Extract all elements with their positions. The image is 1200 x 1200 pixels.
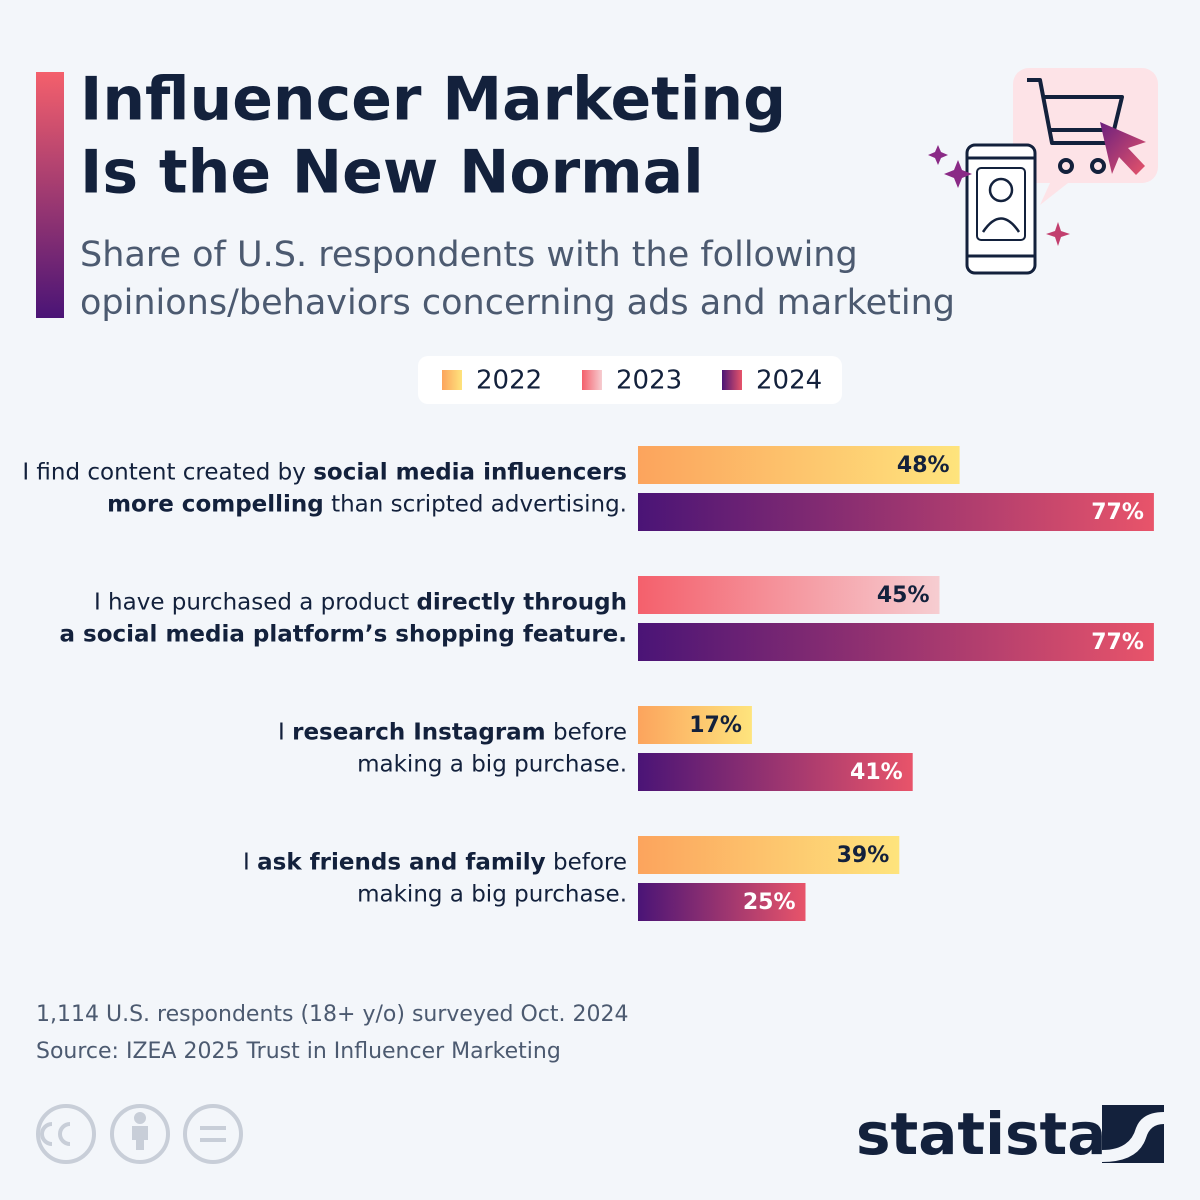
title: Is the New Normal [80, 138, 704, 208]
category-label: I research Instagram before [278, 719, 627, 745]
category-label-part: directly through [416, 589, 627, 615]
value-label: 17% [689, 713, 742, 738]
note: 1,114 U.S. respondents (18+ y/o) surveye… [36, 1002, 628, 1027]
category-label: making a big purchase. [357, 751, 627, 777]
value-label: 48% [897, 453, 950, 478]
legend-label: 2024 [756, 366, 822, 396]
category-label: I have purchased a product directly thro… [94, 589, 627, 615]
value-label: 77% [1091, 500, 1144, 525]
legend-label: 2023 [616, 366, 682, 396]
category-label-part: I [243, 849, 257, 875]
category-label-part: making a big purchase. [357, 751, 627, 777]
illustration [928, 68, 1158, 275]
bar [638, 883, 806, 921]
bar [638, 753, 913, 791]
category-label: I find content created by social media i… [22, 459, 627, 485]
category-label-part: I find content created by [22, 459, 313, 485]
legend-label: 2022 [476, 366, 542, 396]
legend: 2022 2023 2024 [442, 366, 822, 396]
category-label-part: social media influencers [313, 459, 627, 485]
title: Influencer Marketing [80, 65, 786, 135]
category-label-part: I have purchased a product [94, 589, 417, 615]
accent-bar [36, 72, 64, 318]
value-label: 25% [743, 890, 796, 915]
bar [638, 446, 960, 484]
category-label-part: I [278, 719, 292, 745]
category-label-part: more compelling [107, 491, 324, 517]
bar [638, 493, 1154, 531]
category-label: I ask friends and family before [243, 849, 627, 875]
category-label-part: before [546, 849, 627, 875]
subtitle: Share of U.S. respondents with the follo… [80, 235, 858, 275]
brand-logo: statista [856, 1100, 1106, 1168]
legend-swatch [442, 370, 462, 390]
plot: 48% 77% I find content created by social m… [22, 446, 1154, 921]
category-label: a social media platform’s shopping featu… [60, 621, 628, 647]
legend-swatch [582, 370, 602, 390]
category-label-part: than scripted advertising. [324, 491, 627, 517]
value-label: 41% [850, 760, 903, 785]
bar [638, 706, 752, 744]
category-label-part: before [546, 719, 627, 745]
category-label-part: making a big purchase. [357, 881, 627, 907]
category-label-part: research Instagram [292, 719, 546, 745]
legend-box [418, 356, 842, 404]
brand-icon [1102, 1105, 1164, 1163]
bar [638, 836, 900, 874]
legend-swatch [722, 370, 742, 390]
category-label-part: a social media platform’s shopping featu… [60, 621, 628, 647]
category-label: more compelling than scripted advertisin… [107, 491, 627, 517]
value-label: 45% [877, 583, 930, 608]
bar [638, 576, 940, 614]
category-label: making a big purchase. [357, 881, 627, 907]
category-label-part: ask friends and family [257, 849, 546, 875]
license-icons [36, 1104, 243, 1164]
subtitle: opinions/behaviors concerning ads and ma… [80, 283, 955, 323]
value-label: 77% [1091, 630, 1144, 655]
source: Source: IZEA 2025 Trust in Influencer Ma… [36, 1039, 561, 1064]
bar [638, 623, 1154, 661]
value-label: 39% [837, 843, 890, 868]
